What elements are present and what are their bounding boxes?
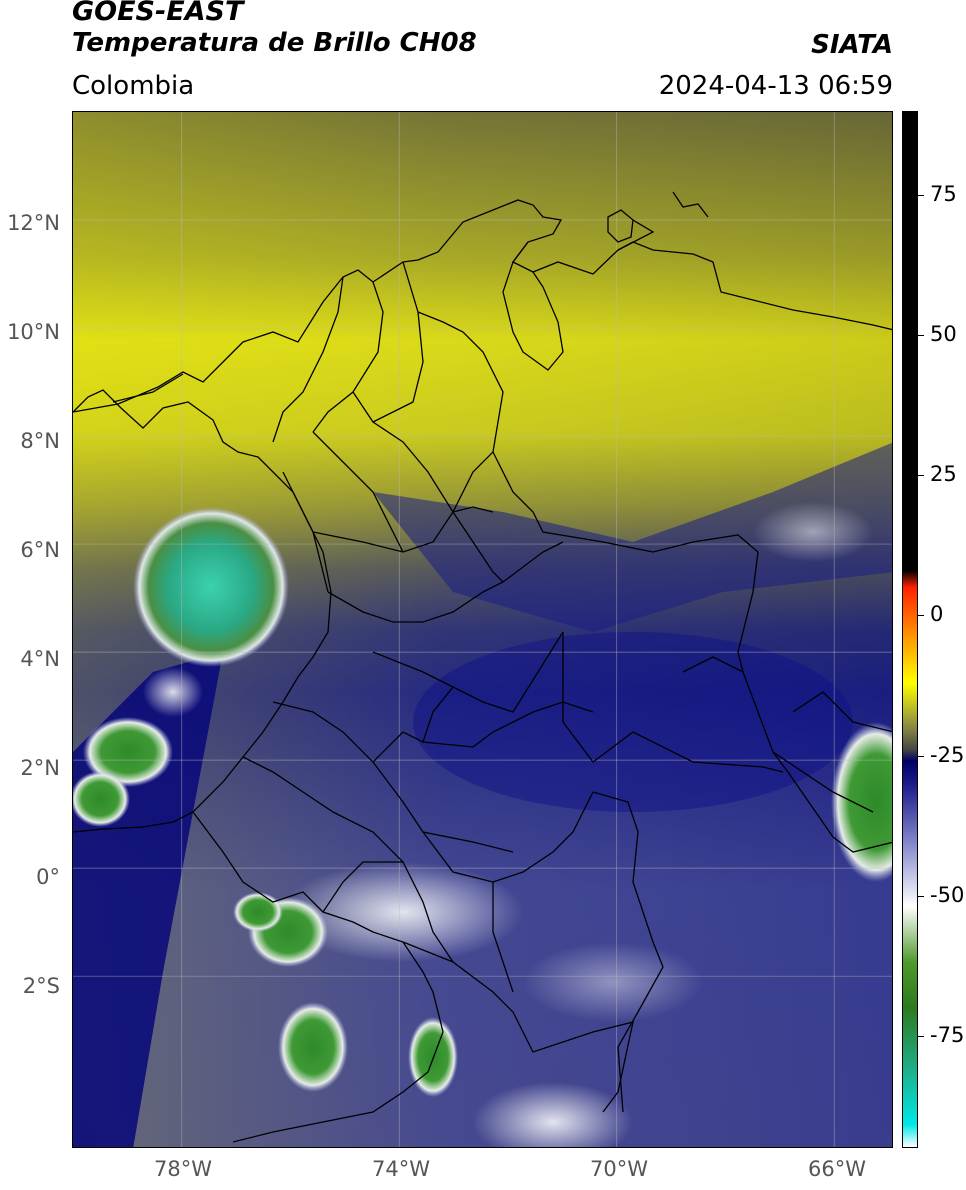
dept-border: [327, 541, 564, 623]
lat-tick-6n: 6°N: [20, 538, 60, 562]
lon-tick-78w: 78°W: [154, 1157, 212, 1181]
colorbar-tick: [918, 195, 924, 197]
cirrus-patch: [753, 502, 873, 562]
dept-border: [452, 511, 504, 583]
peru-colombia-border: [402, 941, 634, 1113]
dept-border: [492, 882, 514, 993]
venezuela-border: [492, 451, 892, 853]
lat-tick-10n: 10°N: [7, 320, 60, 344]
lake-maracaibo: [502, 241, 564, 371]
brazil-border-south: [592, 791, 664, 1113]
dept-border: [422, 791, 594, 883]
convection-cell: [233, 892, 283, 932]
product-title: Temperatura de Brillo CH08: [72, 28, 477, 58]
deep-convection-cell: [133, 507, 289, 667]
dept-border: [372, 261, 424, 423]
convection-cell: [278, 1002, 348, 1092]
lon-tick-74w: 74°W: [372, 1157, 430, 1181]
cold-core-center: [413, 632, 853, 812]
cirrus-patch: [283, 862, 523, 962]
peninsula-paraguana: [607, 209, 634, 243]
lat-tick-0: 0°: [36, 865, 60, 889]
colorbar-tick-label: 25: [930, 462, 957, 487]
lon-tick-70w: 70°W: [590, 1157, 648, 1181]
brazil-border-north: [632, 731, 784, 773]
colorbar-tick-label: 75: [930, 182, 957, 207]
dept-border: [312, 506, 494, 553]
cirrus-patch: [473, 1082, 633, 1147]
venezuela-amazonas-border: [792, 691, 892, 733]
colorbar-tick: [918, 475, 924, 477]
panama-coast: [112, 373, 184, 403]
timestamp-label: 2024-04-13 06:59: [658, 71, 893, 101]
guajira-coast: [617, 219, 655, 251]
cirrus-patch: [523, 942, 703, 1022]
convection-cell: [73, 771, 130, 827]
cold-band-north: [373, 442, 892, 632]
dept-border: [312, 281, 384, 433]
dept-border: [352, 391, 454, 513]
colorbar-tick: [918, 615, 924, 617]
map-canvas: [73, 112, 892, 1147]
dept-border: [272, 701, 514, 853]
dept-border: [372, 631, 564, 713]
satellite-map: [72, 111, 893, 1148]
cirrus-patch: [143, 667, 203, 717]
brand-label: SIATA: [811, 30, 893, 60]
dept-border: [242, 756, 454, 963]
colorbar-tick-label: -75: [930, 1022, 965, 1047]
dept-border: [417, 311, 504, 513]
lat-tick-4n: 4°N: [20, 647, 60, 671]
colorbar: [902, 111, 918, 1148]
vaupes-border: [562, 632, 634, 763]
dept-border: [312, 431, 404, 553]
convection-cell: [83, 717, 173, 787]
colorbar-tick-label: -25: [930, 742, 965, 767]
satellite-title: GOES-EAST: [72, 0, 244, 27]
dept-border: [272, 276, 344, 443]
dept-border: [422, 701, 594, 748]
borders: [73, 191, 892, 1143]
region-label: Colombia: [72, 71, 195, 101]
lat-tick-12n: 12°N: [7, 211, 60, 235]
colorbar-tick-label: -50: [930, 882, 965, 907]
colorbar-tick: [918, 335, 924, 337]
colorbar-tick-label: 50: [930, 322, 957, 347]
ecuador-peru-border: [192, 811, 444, 1143]
pacific-coast: [73, 389, 332, 833]
venezuela-inner-border: [682, 656, 744, 673]
lon-tick-66w: 66°W: [808, 1157, 866, 1181]
caribbean-coast: [73, 199, 892, 413]
lat-tick-2n: 2°N: [20, 756, 60, 780]
colorbar-tick-label: 0: [930, 602, 944, 627]
convection-cell: [831, 722, 892, 882]
dept-border: [372, 686, 454, 763]
graticule: [73, 112, 892, 1147]
dept-border: [282, 471, 329, 593]
dept-border: [322, 861, 403, 913]
colorbar-tick: [918, 755, 924, 757]
colorbar-tick: [918, 1035, 924, 1037]
lat-tick-8n: 8°N: [20, 429, 60, 453]
brazil-venezuela-border: [772, 751, 874, 813]
islands: [672, 191, 709, 218]
colorbar-tick: [918, 895, 924, 897]
lat-tick-2s: 2°S: [22, 974, 60, 998]
